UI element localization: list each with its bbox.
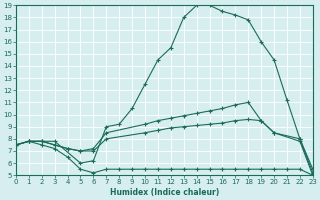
- X-axis label: Humidex (Indice chaleur): Humidex (Indice chaleur): [110, 188, 219, 197]
